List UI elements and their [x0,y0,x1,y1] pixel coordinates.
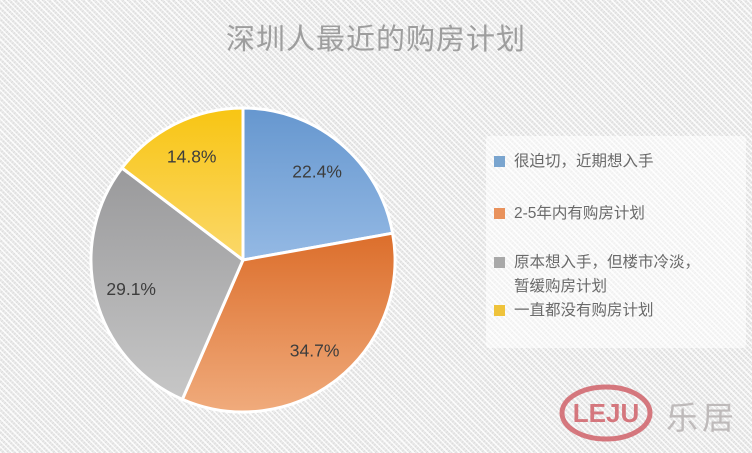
legend-swatch-0 [494,156,505,167]
pie-label-1: 34.7% [290,341,340,361]
legend-label-1: 2-5年内有购房计划 [514,205,645,222]
legend-label-0: 很迫切，近期想入手 [514,153,654,170]
legend-label-2: 原本想入手，但楼市冷淡， 暂缓购房计划 [514,254,701,295]
leju-logo-text: LEJU [573,398,639,428]
legend-item-2: 原本想入手，但楼市冷淡， 暂缓购房计划 [494,251,700,299]
legend-item-0: 很迫切，近期想入手 [494,150,654,174]
legend-panel [486,136,746,348]
legend-item-3: 一直都没有购房计划 [494,299,654,323]
leju-logo-cn: 乐居 [666,400,739,436]
legend-label-3: 一直都没有购房计划 [514,302,654,319]
leju-logo-oval [559,384,653,442]
pie-label-3: 14.8% [167,147,217,167]
legend: 很迫切，近期想入手 2-5年内有购房计划原本想入手，但楼市冷淡， 暂缓购房计划一直… [494,136,746,348]
legend-swatch-1 [494,208,505,219]
pie-slice-3 [120,106,245,262]
pie-slice-0 [241,106,395,262]
legend-item-1: 2-5年内有购房计划 [494,202,645,226]
chart-title: 深圳人最近的购房计划 [225,24,526,56]
pie-label-0: 22.4% [292,161,342,181]
legend-swatch-3 [494,305,505,316]
leju-logo: LEJU 乐居 [556,380,738,452]
pie-slice-2 [89,166,245,401]
pie-label-2: 29.1% [106,279,156,299]
leju-logo-mark: LEJU [559,384,653,442]
legend-swatch-2 [494,257,505,268]
